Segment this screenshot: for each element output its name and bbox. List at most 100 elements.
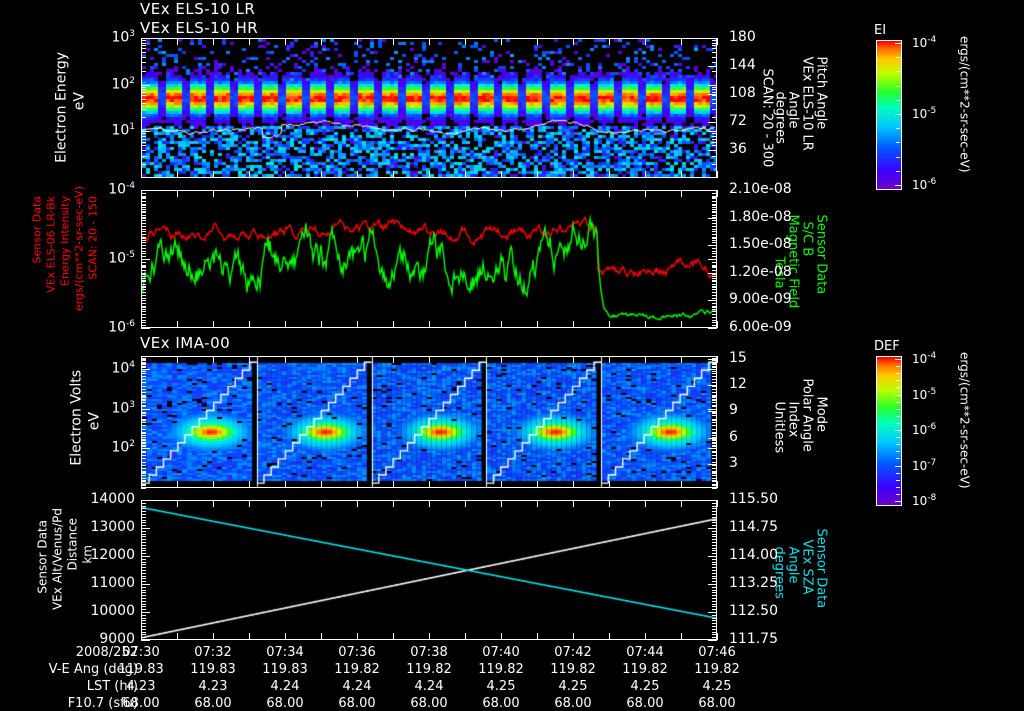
colorbar-tick-minor	[896, 479, 900, 481]
tick-major	[708, 328, 717, 329]
panel3-colorbar-tick-label: 10-5	[912, 386, 937, 402]
tick-minor	[712, 640, 717, 641]
table-cell: 4.23	[126, 679, 156, 694]
table-cell: 4.25	[486, 679, 516, 694]
panel1-title-lr: VEx ELS-10 LR	[140, 0, 256, 18]
table-cell: 68.00	[482, 696, 520, 711]
panel4-left-label-4: km	[80, 545, 95, 564]
y-tick-label-right: 111.75	[729, 631, 778, 647]
panel1-right-label-3: Angle	[785, 91, 801, 129]
colorbar-tick-minor	[896, 437, 900, 439]
panel4-right-label-3: Angle	[785, 546, 801, 584]
colorbar-tick	[895, 430, 901, 431]
colorbar-tick-minor	[896, 430, 900, 431]
table-cell: 07:32	[194, 645, 232, 660]
colorbar-tick	[895, 394, 901, 396]
panel4-right-label-2: VEx SZA	[799, 539, 815, 595]
colorbar-tick-minor	[896, 380, 900, 382]
y-tick-label: 14000	[90, 491, 135, 507]
table-row-header: F10.7 (sfu)	[67, 696, 138, 711]
panel3-colorbar-tick-label: 10-8	[912, 493, 937, 508]
colorbar-tick-minor	[896, 401, 900, 403]
table-cell: 07:46	[698, 645, 736, 660]
y-tick-label-right: 112.50	[729, 603, 778, 619]
tick-x	[717, 171, 718, 178]
panel4-right-label-4: degrees	[771, 546, 787, 599]
table-row-header: LST (hr)	[86, 679, 138, 694]
tick-minor	[712, 328, 717, 329]
colorbar-tick	[895, 43, 901, 44]
colorbar-tick-minor	[896, 387, 900, 389]
panel1-spectrogram	[142, 39, 716, 177]
panel1-colorbar-title: EI	[874, 23, 887, 38]
panel4-right-label-1: Sensor Data	[813, 528, 829, 609]
panel1-right-label-2: VEx ELS-10 LR	[799, 56, 815, 151]
colorbar-tick	[895, 114, 901, 115]
tick-x	[717, 190, 718, 197]
tick-major-right	[708, 640, 717, 641]
panel3-colorbar-title: DEF	[874, 339, 900, 354]
panel3-right-label-4: Unitless	[771, 401, 787, 454]
tick-x	[717, 38, 718, 45]
panel1-left-axis-unit: eV	[71, 92, 88, 111]
table-cell: 119.83	[190, 662, 236, 677]
table-cell: 68.00	[410, 696, 448, 711]
panel3-colorbar-tick-label: 10-4	[912, 351, 937, 366]
panel1-colorbar-tick-label: 10-4	[912, 35, 937, 50]
colorbar-tick-minor	[896, 415, 900, 417]
colorbar-tick-minor	[896, 128, 900, 130]
colorbar-tick-minor	[896, 359, 900, 360]
panel3-spectrogram	[142, 357, 716, 487]
tick-x	[717, 356, 718, 363]
table-cell: 4.23	[198, 679, 228, 694]
panel3-plot-area[interactable]	[141, 356, 717, 488]
panel2-right-label-4: Tesla	[771, 256, 787, 289]
tick-x	[717, 500, 718, 507]
colorbar-tick-minor	[896, 458, 900, 460]
table-cell: 07:34	[266, 645, 304, 660]
tick-major-right	[708, 328, 717, 329]
tick-major	[141, 328, 150, 329]
panel1-colorbar-tick-label: 10-5	[912, 106, 937, 121]
panel2-right-label-1: Sensor Data	[813, 214, 829, 295]
y-tick-label-right: 180	[729, 29, 756, 45]
panel4-traces	[142, 501, 716, 639]
table-row-header: 2008/252	[75, 645, 138, 660]
table-cell: 68.00	[266, 696, 304, 711]
y-tick-label-right: 72	[729, 113, 747, 129]
colorbar-tick-minor	[896, 451, 900, 453]
y-tick-label-right: 36	[729, 141, 747, 157]
table-cell: 68.00	[698, 696, 736, 711]
y-tick-label-right: 6.00e-09	[729, 319, 792, 335]
panel4-plot-area[interactable]	[141, 500, 717, 640]
table-cell: 68.00	[626, 696, 664, 711]
colorbar-tick-minor	[896, 142, 900, 144]
tick-minor	[712, 488, 717, 489]
table-cell: 07:38	[410, 645, 448, 660]
colorbar-tick	[895, 501, 901, 502]
table-cell: 119.83	[118, 662, 164, 677]
colorbar-tick	[895, 465, 901, 467]
tick-minor	[141, 328, 146, 329]
colorbar-tick-minor	[896, 422, 900, 424]
panel3-title: VEx IMA-00	[140, 334, 231, 352]
table-cell: 68.00	[122, 696, 160, 711]
table-cell: 119.82	[550, 662, 596, 677]
colorbar-tick-minor	[896, 408, 900, 410]
panel2-plot-area[interactable]	[141, 190, 717, 328]
table-cell: 119.82	[334, 662, 380, 677]
tick-x	[717, 481, 718, 488]
colorbar-tick	[895, 359, 901, 360]
panel3-right-label-2: Polar Angle	[799, 378, 815, 452]
table-cell: 119.83	[262, 662, 308, 677]
y-tick-label-right: 12	[729, 376, 747, 393]
table-cell: 68.00	[554, 696, 592, 711]
y-tick-label-right: 15	[729, 349, 747, 366]
colorbar-tick-minor	[896, 170, 900, 172]
panel1-plot-area[interactable]	[141, 38, 717, 178]
panel3-left-axis-unit: eV	[86, 412, 103, 431]
table-cell: 4.24	[270, 679, 300, 694]
tick-x	[717, 633, 718, 640]
colorbar-tick-minor	[896, 57, 900, 59]
